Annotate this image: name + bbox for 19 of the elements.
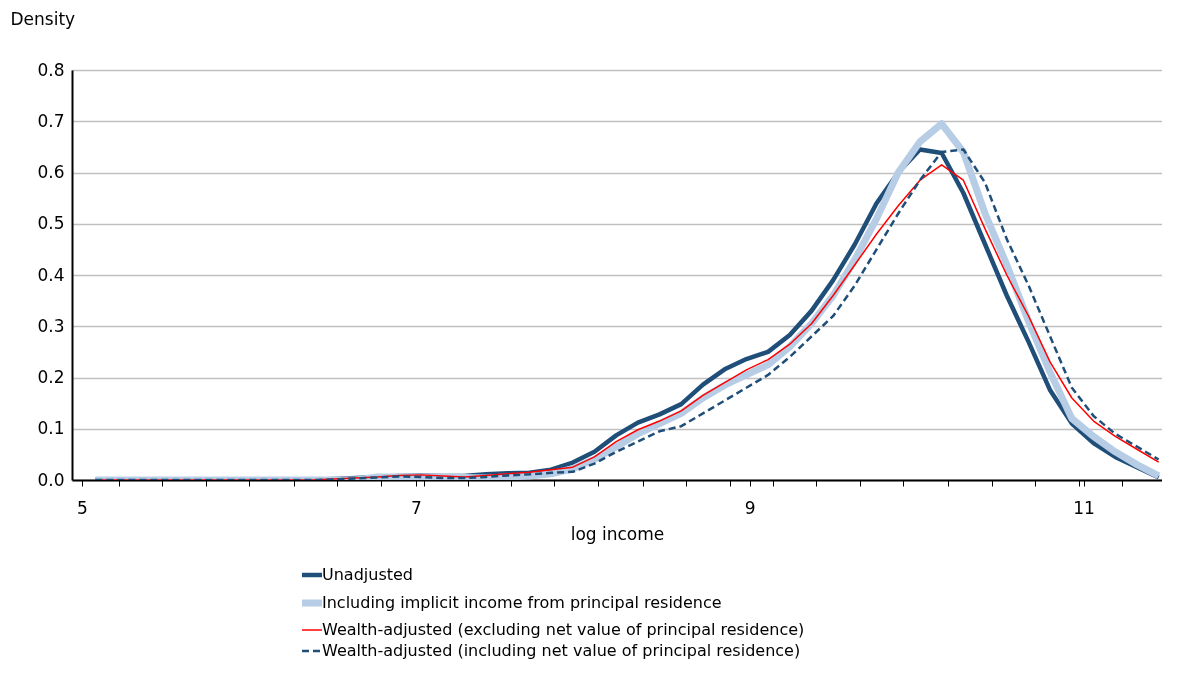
x-axis-title: log income xyxy=(570,523,665,544)
y-tick-label: 0.8 xyxy=(37,59,65,80)
y-tick-label: 0.6 xyxy=(37,162,65,182)
y-axis-title: Density xyxy=(10,8,76,29)
y-tick-label: 0.1 xyxy=(37,418,65,439)
legend-label: Wealth-adjusted (excluding net value of principal residence) xyxy=(322,620,805,639)
y-tick-label: 0.2 xyxy=(37,367,65,387)
y-tick-label: 0.7 xyxy=(37,110,65,131)
x-tick-label: 7 xyxy=(410,497,422,518)
legend-label: Wealth-adjusted (including net value of principal residence) xyxy=(322,641,801,660)
y-tick-label: 0.5 xyxy=(37,213,65,234)
legend-label: Unadjusted xyxy=(322,565,414,584)
legend-label: Including implicit income from principal residence xyxy=(322,593,722,612)
x-tick-label: 5 xyxy=(77,497,88,518)
x-tick-label: 11 xyxy=(1073,497,1095,518)
x-tick-label: 9 xyxy=(744,497,756,518)
y-tick-label: 0.0 xyxy=(37,469,65,490)
y-tick-label: 0.3 xyxy=(37,315,65,336)
y-tick-label: 0.4 xyxy=(37,264,65,285)
